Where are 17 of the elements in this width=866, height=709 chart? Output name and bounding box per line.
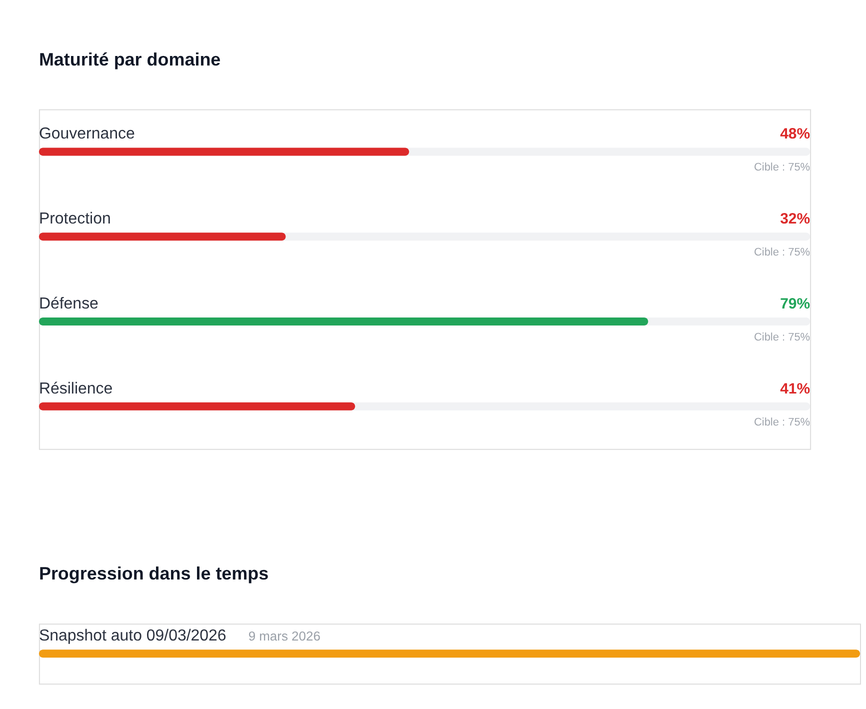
y-tick-label: Résilience [38,380,113,398]
annotation: Cible : 75% [754,162,810,174]
y-tick-label: Protection [38,210,111,228]
annotation: 9 mars 2026 [248,628,320,644]
y-tick-label: Défense [38,296,99,313]
y-tick-label: Snapshot auto 09/03/2026 [38,628,226,645]
bar [38,232,286,241]
data-label: 48% [780,126,810,143]
data-label: 32% [780,210,810,228]
data-label: 79% [780,296,810,313]
annotation: Cible : 75% [754,416,810,428]
y-tick-label: Gouvernance [38,126,135,143]
chart-title: Maturité par domaine [38,49,221,70]
annotation: Cible : 75% [754,246,810,259]
annotation: Cible : 75% [754,332,810,344]
data-label: 41% [780,380,810,398]
chart-title: Progression dans le temps [38,564,269,584]
